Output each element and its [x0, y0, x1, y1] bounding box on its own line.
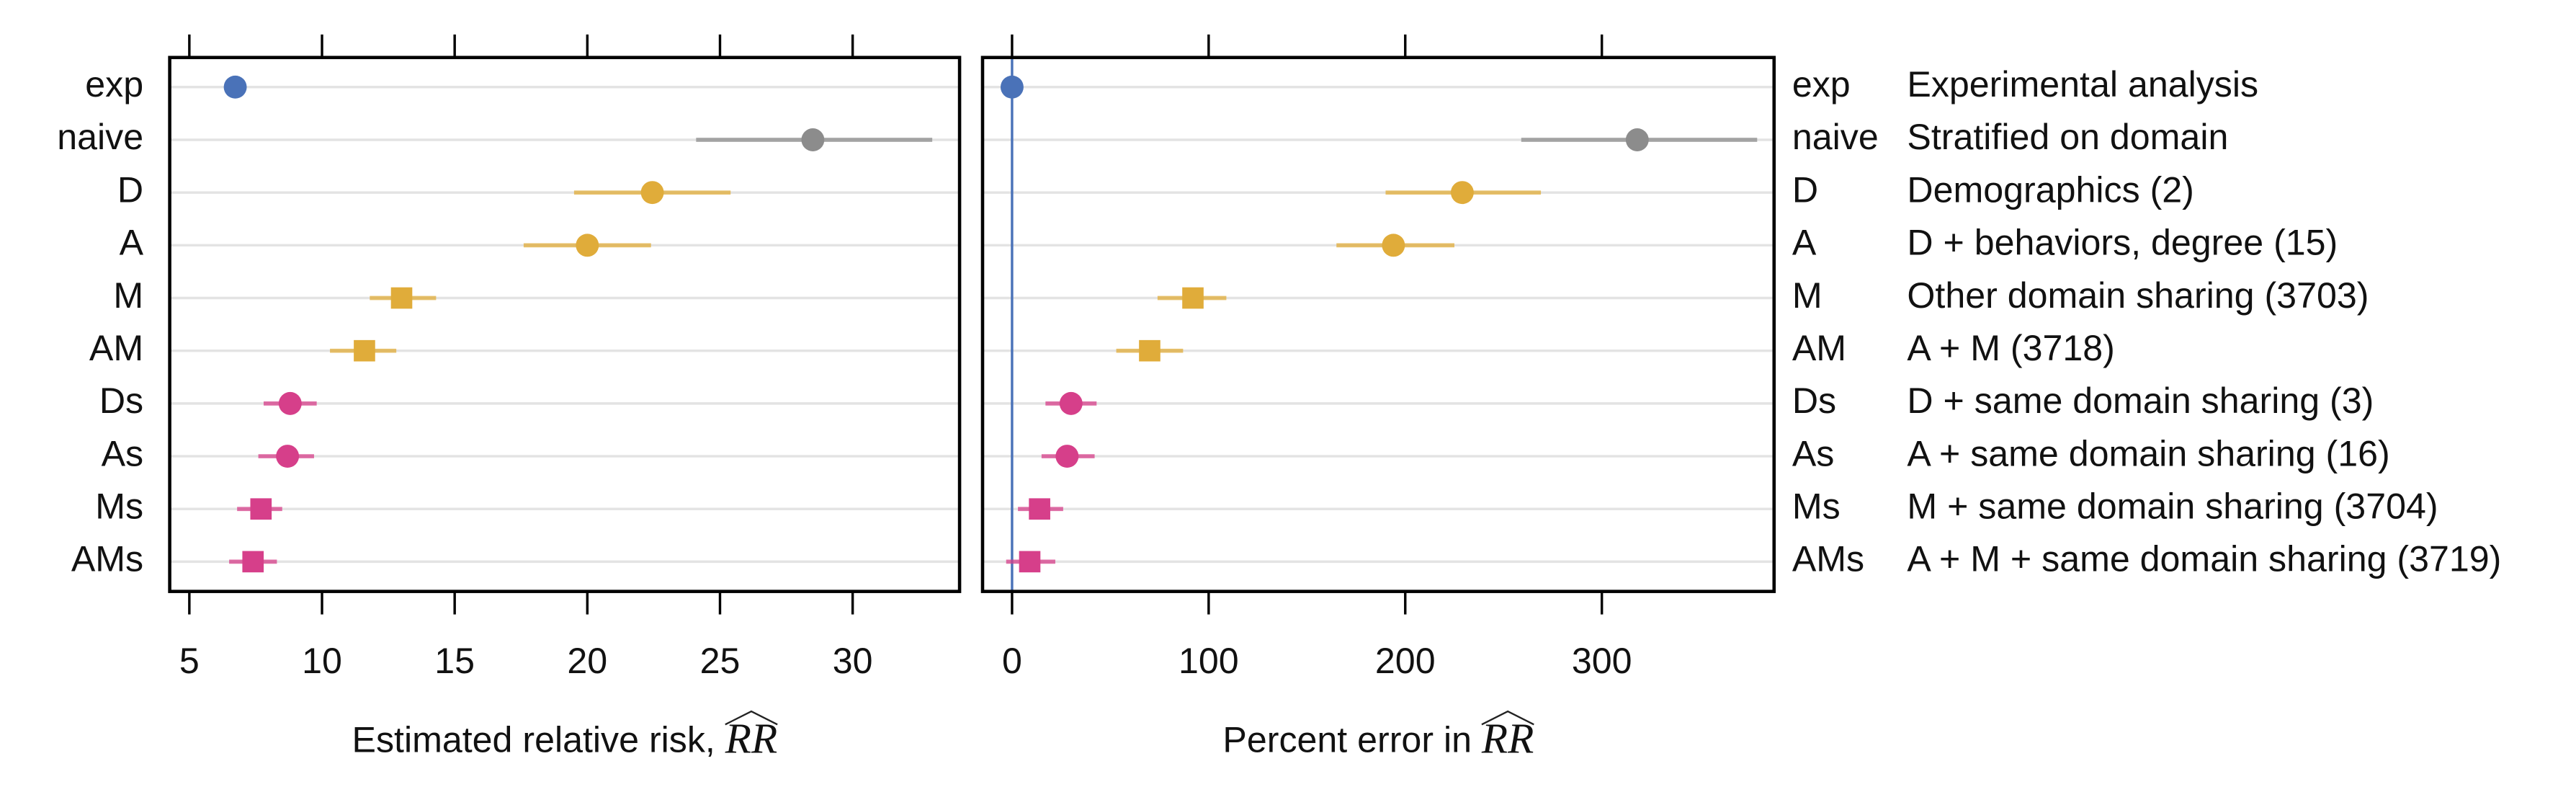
point: [278, 391, 302, 415]
category-label: A: [120, 223, 144, 263]
x-tick-label: 300: [1572, 641, 1632, 681]
x-tick-label: 20: [567, 641, 607, 681]
x-axis-label-math: RR: [1481, 714, 1534, 762]
category-label: D: [117, 169, 143, 210]
x-tick-label: 5: [179, 641, 200, 681]
math-hat: [725, 710, 778, 726]
point: [1019, 551, 1041, 573]
key-description: Other domain sharing (3703): [1907, 275, 2369, 316]
math-hat: [1481, 710, 1534, 726]
key-description: A + M + same domain sharing (3719): [1907, 539, 2501, 579]
key-description: Experimental analysis: [1907, 64, 2258, 104]
category-label: exp: [85, 64, 143, 104]
x-tick-label: 10: [302, 641, 342, 681]
key-code: A: [1792, 223, 1817, 263]
key-code: Ds: [1792, 381, 1836, 421]
key-code: D: [1792, 169, 1818, 210]
point: [1059, 391, 1083, 415]
x-tick-label: 0: [1002, 641, 1022, 681]
category-label: AM: [89, 328, 143, 368]
key-code: naive: [1792, 117, 1879, 157]
point: [390, 287, 413, 309]
x-axis-label: Estimated relative risk, RR: [352, 714, 778, 762]
point: [801, 128, 825, 151]
x-tick-label: 100: [1179, 641, 1239, 681]
x-tick-label: 25: [700, 641, 741, 681]
x-tick-label: 15: [434, 641, 475, 681]
category-label: Ds: [99, 381, 143, 421]
x-axis-label-text: Percent error in: [1222, 720, 1481, 760]
x-tick-label: 200: [1375, 641, 1436, 681]
point: [223, 75, 247, 99]
key-code: AMs: [1792, 539, 1864, 579]
point: [1450, 181, 1474, 205]
key-code: Ms: [1792, 486, 1841, 526]
key-description: D + same domain sharing (3): [1907, 381, 2374, 421]
key-description: Demographics (2): [1907, 169, 2193, 210]
key-description: Stratified on domain: [1907, 117, 2228, 157]
key-description: D + behaviors, degree (15): [1907, 223, 2338, 263]
point: [1625, 128, 1649, 151]
key-code: As: [1792, 433, 1835, 473]
point: [250, 498, 272, 520]
category-label: As: [102, 433, 144, 473]
key-description: A + M (3718): [1907, 328, 2114, 368]
plot-frame: [168, 55, 962, 593]
point: [576, 234, 599, 257]
category-label: AMs: [71, 539, 143, 579]
key-code: AM: [1792, 328, 1846, 368]
x-axis-label-text: Estimated relative risk,: [352, 720, 725, 760]
point: [276, 445, 300, 468]
point: [354, 339, 375, 362]
category-label: M: [113, 275, 143, 316]
key-code: M: [1792, 275, 1823, 316]
point: [640, 181, 664, 205]
point: [1182, 287, 1204, 309]
x-tick-label: 30: [833, 641, 873, 681]
point: [1139, 339, 1160, 362]
key-description: M + same domain sharing (3704): [1907, 486, 2438, 526]
point: [1029, 498, 1050, 520]
key-code: exp: [1792, 64, 1851, 104]
point: [1000, 75, 1024, 99]
category-label: Ms: [95, 486, 143, 526]
x-axis-label: Percent error in RR: [1222, 714, 1534, 762]
category-label: naive: [57, 117, 143, 157]
x-axis-label-math: RR: [725, 714, 777, 762]
plot-frame: [980, 55, 1776, 593]
point: [1055, 445, 1079, 468]
point: [242, 551, 264, 573]
point: [1382, 234, 1405, 257]
key-description: A + same domain sharing (16): [1907, 433, 2389, 473]
